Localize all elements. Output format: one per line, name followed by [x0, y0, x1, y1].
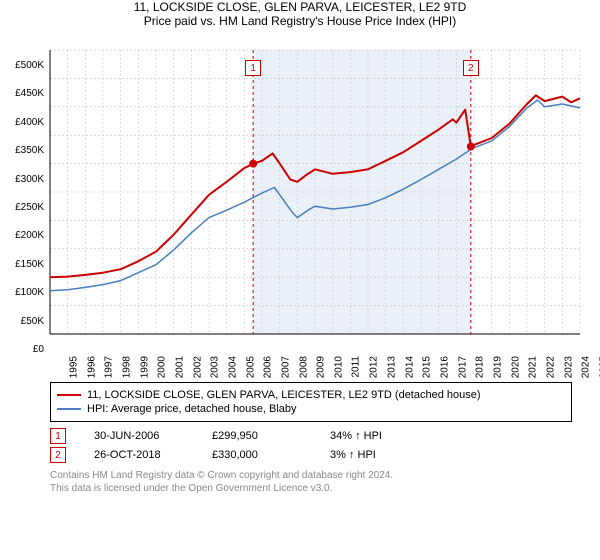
x-tick-label: 2024: [581, 356, 592, 378]
x-tick-label: 2003: [210, 356, 221, 378]
footnote-line1: Contains HM Land Registry data © Crown c…: [50, 469, 572, 482]
legend-row-property: 11, LOCKSIDE CLOSE, GLEN PARVA, LEICESTE…: [57, 389, 565, 401]
y-tick-label: £300K: [2, 174, 44, 185]
x-tick-label: 2007: [280, 356, 291, 378]
legend-row-hpi: HPI: Average price, detached house, Blab…: [57, 403, 565, 415]
event-marker: 1: [245, 60, 261, 76]
x-tick-label: 2011: [350, 356, 361, 378]
sale-table: 1 30-JUN-2006 £299,950 34% ↑ HPI 2 26-OC…: [50, 428, 572, 463]
x-tick-label: 2010: [333, 356, 344, 378]
sale-price: £299,950: [212, 430, 302, 442]
chart-title-line2: Price paid vs. HM Land Registry's House …: [0, 14, 600, 28]
footnote-line2: This data is licensed under the Open Gov…: [50, 482, 572, 495]
x-tick-label: 2021: [528, 356, 539, 378]
chart-area: £0 £50K £100K £150K £200K £250K £300K £350K £400…: [0, 34, 600, 374]
x-tick-label: 1998: [121, 356, 132, 378]
x-tick-label: 2016: [439, 356, 450, 378]
x-tick-label: 2008: [298, 356, 309, 378]
y-tick-label: £200K: [2, 230, 44, 241]
x-tick-label: 2015: [422, 356, 433, 378]
sale-row: 1 30-JUN-2006 £299,950 34% ↑ HPI: [50, 428, 572, 444]
x-tick-label: 2014: [404, 356, 415, 378]
x-tick-label: 2018: [475, 356, 486, 378]
y-tick-label: £450K: [2, 88, 44, 99]
y-tick-label: £150K: [2, 259, 44, 270]
x-tick-label: 2023: [563, 356, 574, 378]
legend-label-hpi: HPI: Average price, detached house, Blab…: [87, 403, 297, 415]
x-tick-label: 2001: [174, 356, 185, 378]
x-tick-label: 2002: [192, 356, 203, 378]
x-tick-label: 1995: [68, 356, 79, 378]
footnote: Contains HM Land Registry data © Crown c…: [50, 469, 572, 495]
x-tick-label: 2006: [263, 356, 274, 378]
y-tick-label: £400K: [2, 117, 44, 128]
line-chart-svg: [0, 34, 600, 374]
x-tick-label: 2012: [369, 356, 380, 378]
sale-date: 26-OCT-2018: [94, 449, 184, 461]
y-tick-label: £250K: [2, 202, 44, 213]
chart-title-line1: 11, LOCKSIDE CLOSE, GLEN PARVA, LEICESTE…: [0, 0, 600, 14]
legend-label-property: 11, LOCKSIDE CLOSE, GLEN PARVA, LEICESTE…: [87, 389, 481, 401]
event-marker: 2: [463, 60, 479, 76]
legend-swatch-hpi: [57, 408, 81, 410]
x-tick-label: 2017: [457, 356, 468, 378]
x-tick-label: 1997: [104, 356, 115, 378]
y-tick-label: £0: [2, 344, 44, 355]
x-tick-label: 2020: [510, 356, 521, 378]
x-tick-label: 1996: [86, 356, 97, 378]
x-tick-label: 2013: [386, 356, 397, 378]
x-tick-label: 2000: [157, 356, 168, 378]
x-tick-label: 2022: [545, 356, 556, 378]
y-tick-label: £50K: [2, 316, 44, 327]
x-tick-label: 2004: [227, 356, 238, 378]
legend: 11, LOCKSIDE CLOSE, GLEN PARVA, LEICESTE…: [50, 382, 572, 422]
sale-row: 2 26-OCT-2018 £330,000 3% ↑ HPI: [50, 447, 572, 463]
sale-delta: 3% ↑ HPI: [330, 449, 420, 461]
y-tick-label: £500K: [2, 60, 44, 71]
x-tick-label: 2009: [316, 356, 327, 378]
x-tick-label: 1999: [139, 356, 150, 378]
sale-price: £330,000: [212, 449, 302, 461]
sale-date: 30-JUN-2006: [94, 430, 184, 442]
x-tick-label: 2019: [492, 356, 503, 378]
x-tick-label: 2005: [245, 356, 256, 378]
y-tick-label: £100K: [2, 287, 44, 298]
sale-delta: 34% ↑ HPI: [330, 430, 420, 442]
sale-marker-2: 2: [50, 447, 66, 463]
y-tick-label: £350K: [2, 145, 44, 156]
sale-marker-1: 1: [50, 428, 66, 444]
legend-swatch-property: [57, 394, 81, 396]
